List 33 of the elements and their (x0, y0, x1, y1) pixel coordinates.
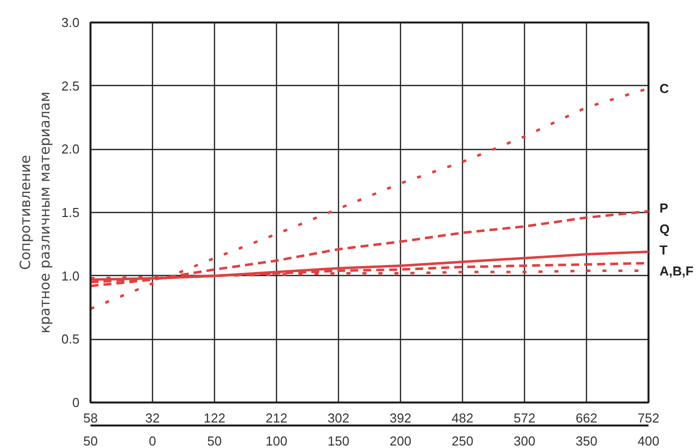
x-tick-label: 200 (390, 434, 412, 448)
y-axis-title: Сопротивление кратное различным материалам (18, 92, 54, 334)
series-label: P (660, 200, 668, 216)
y-tick-label: 3.0 (61, 15, 80, 30)
y-tick-label: 0 (72, 395, 80, 410)
x-tick-label: 150 (328, 434, 350, 448)
x-tick-label: 50 (207, 434, 222, 448)
series-label: C (660, 80, 670, 96)
x2-tick-label: 392 (390, 410, 412, 426)
x2-tick-label: 302 (328, 410, 350, 426)
x-tick-label: 50 (83, 434, 98, 448)
y-tick-label: 0.5 (61, 332, 80, 347)
x2-tick-label: 752 (638, 410, 660, 426)
x2-tick-label: 662 (576, 410, 598, 426)
y-tick-label: 1.5 (61, 205, 80, 220)
x-tick-label: 250 (452, 434, 474, 448)
y-tick-label: 2.0 (61, 142, 80, 157)
x2-tick-label: 32 (145, 410, 160, 426)
x2-tick-label: 482 (452, 410, 474, 426)
x-tick-label: 400 (638, 434, 660, 448)
x2-tick-label: 122 (204, 410, 226, 426)
x-tick-label: 350 (576, 434, 598, 448)
x-tick-label: 300 (514, 434, 536, 448)
series-label: Q (660, 221, 670, 236)
series-label: A,B,F (660, 263, 694, 278)
x-tick-label: 0 (148, 434, 156, 448)
x-tick-label: 100 (266, 434, 288, 448)
x2-tick-label: 212 (266, 410, 288, 426)
x2-tick-label: 572 (514, 410, 536, 426)
y-tick-label: 2.5 (61, 78, 80, 94)
x2-tick-label: 58 (83, 410, 98, 426)
y-tick-label: 1.0 (61, 268, 80, 284)
series-label: T (660, 242, 668, 258)
